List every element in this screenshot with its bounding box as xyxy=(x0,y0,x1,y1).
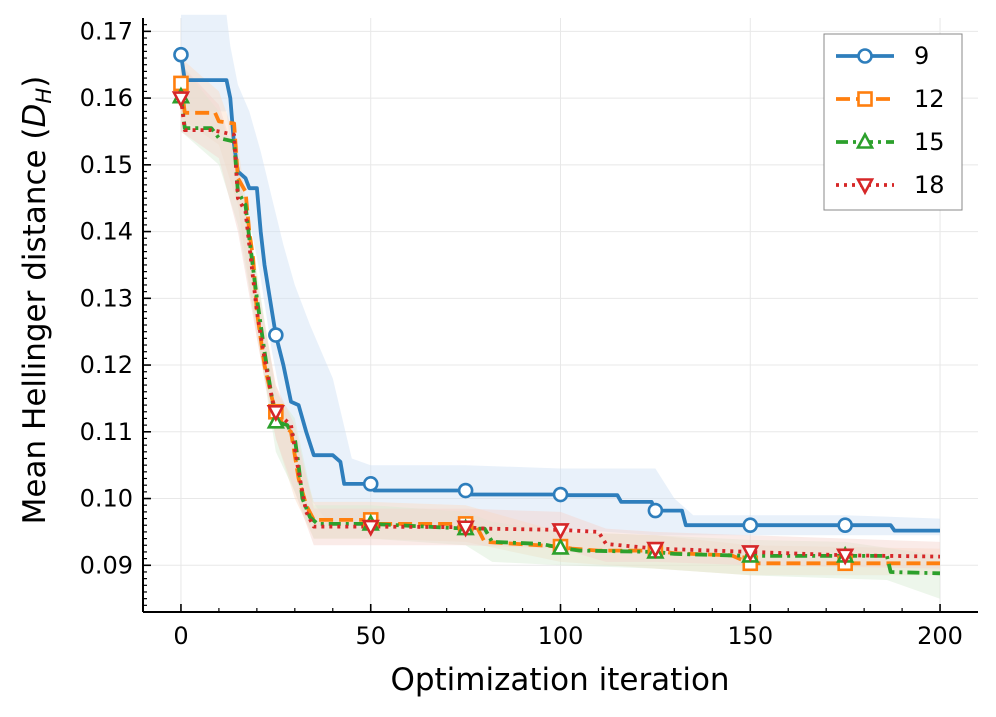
tick-labels: 0 50 100 150 200 0.09 0.10 0.11 0.12 0.13 0.14 0.15… xyxy=(80,17,963,650)
y-tick-label: 0.16 xyxy=(80,84,133,112)
y-tick-label: 0.17 xyxy=(80,17,133,45)
marker-series-9 xyxy=(837,517,853,534)
marker-series-18 xyxy=(741,545,760,563)
x-tick-label: 150 xyxy=(727,622,773,650)
x-tick-label: 0 xyxy=(173,622,188,650)
y-tick-label: 0.13 xyxy=(80,284,133,312)
marker-series-9 xyxy=(268,327,284,343)
line-series-15 xyxy=(179,96,941,576)
legend-label-15: 15 xyxy=(914,128,945,156)
marker-series-18 xyxy=(456,520,475,538)
axes xyxy=(142,18,978,613)
y-axis-label-symbol: D xyxy=(17,104,53,128)
x-axis-label: Optimization iteration xyxy=(390,662,729,698)
y-tick-label: 0.12 xyxy=(80,351,133,379)
marker-series-18 xyxy=(266,404,286,423)
legend-label-9: 9 xyxy=(914,42,929,70)
band-series-15 xyxy=(181,64,940,599)
legend-marker-15 xyxy=(855,131,875,149)
marker-series-15 xyxy=(551,537,570,555)
y-tick-label: 0.14 xyxy=(80,218,133,246)
confidence-bands xyxy=(181,14,940,599)
marker-series-9 xyxy=(173,46,189,63)
legend: 9 12 15 18 xyxy=(823,33,963,211)
marker-series-18 xyxy=(361,519,380,537)
legend-marker-12 xyxy=(857,91,873,107)
marker-series-9 xyxy=(742,517,759,534)
legend-label-12: 12 xyxy=(914,85,945,113)
y-axis-label-main: Mean Hellinger distance ( xyxy=(17,127,53,524)
legend-marker-18 xyxy=(855,178,875,196)
x-tick-label: 100 xyxy=(538,622,584,650)
marker-series-9 xyxy=(552,486,569,503)
x-tick-label: 200 xyxy=(917,622,963,650)
y-tick-label: 0.11 xyxy=(80,418,133,446)
marker-series-18 xyxy=(646,541,665,559)
y-axis-label-close: ) xyxy=(17,76,53,88)
marker-series-18 xyxy=(835,548,855,566)
x-tick-label: 50 xyxy=(355,622,386,650)
y-tick-label: 0.10 xyxy=(80,485,133,513)
series-markers xyxy=(171,46,855,572)
legend-label-18: 18 xyxy=(914,171,945,199)
marker-series-9 xyxy=(457,482,474,499)
marker-series-18 xyxy=(551,523,570,541)
y-axis-label: Mean Hellinger distance (DH) xyxy=(17,76,56,525)
y-axis-label-subscript: H xyxy=(32,88,56,104)
marker-series-9 xyxy=(647,502,664,519)
legend-box xyxy=(823,33,963,211)
y-tick-label: 0.15 xyxy=(80,151,133,179)
marker-series-18 xyxy=(171,91,191,109)
y-tick-label: 0.09 xyxy=(80,551,133,579)
marker-series-9 xyxy=(362,476,379,492)
legend-marker-9 xyxy=(857,48,873,64)
